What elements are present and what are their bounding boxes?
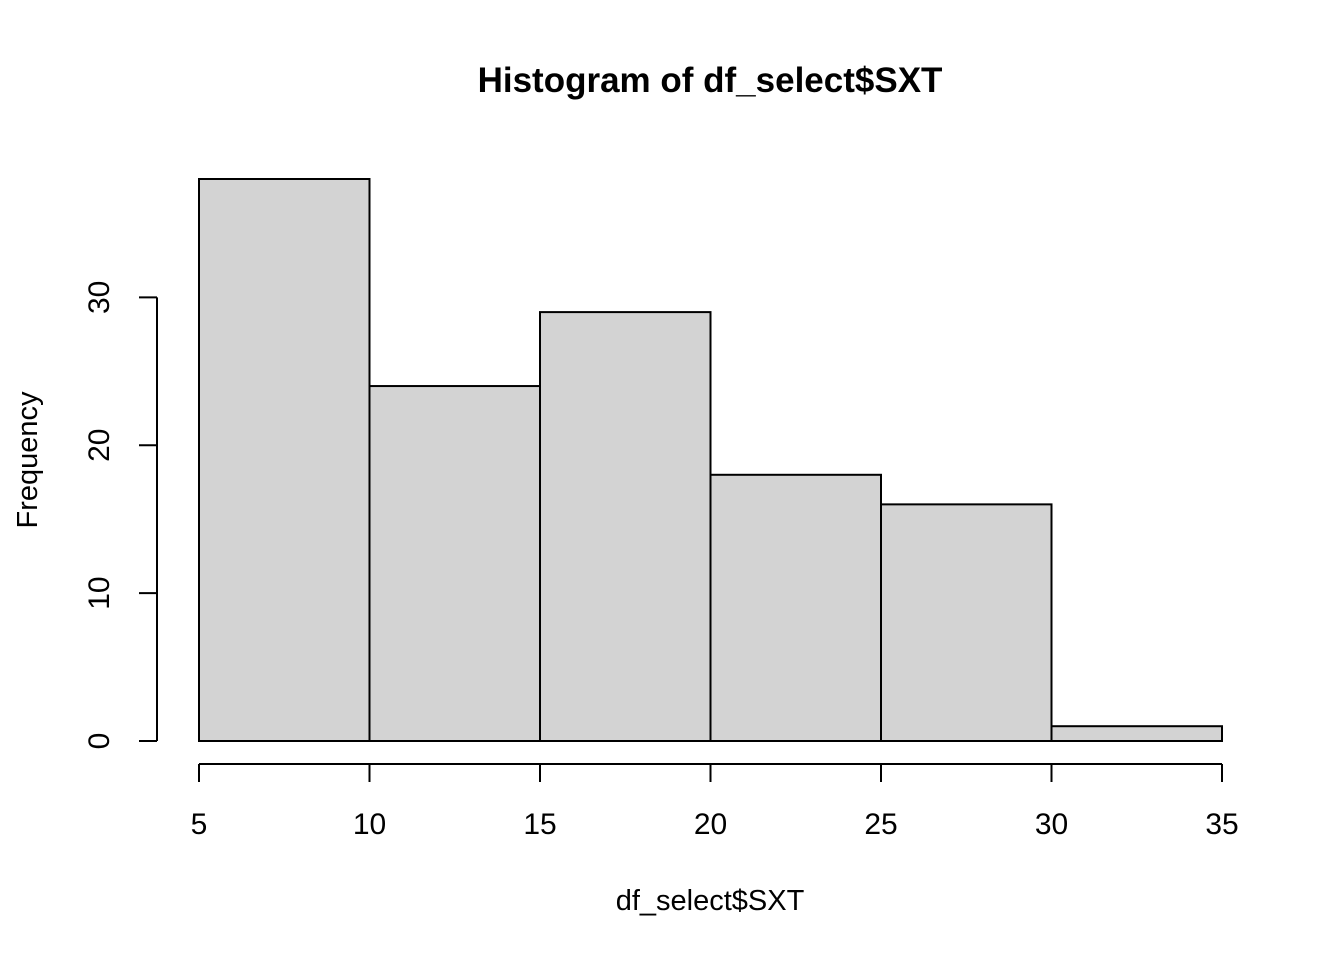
y-tick-label: 0 <box>83 733 116 750</box>
histogram-bar <box>1050 725 1223 742</box>
y-tick-label: 30 <box>83 281 116 314</box>
x-tick-label: 10 <box>353 808 386 841</box>
x-tick-label: 15 <box>523 808 556 841</box>
histogram-bar <box>539 311 712 742</box>
histogram-bar <box>198 178 371 742</box>
y-tick-label: 10 <box>83 576 116 609</box>
chart-title: Histogram of df_select$SXT <box>478 61 943 100</box>
x-tick-label: 5 <box>191 808 208 841</box>
x-tick-label: 30 <box>1035 808 1068 841</box>
x-axis-title: df_select$SXT <box>616 885 805 917</box>
y-axis: 0 10 20 30 <box>83 281 158 750</box>
histogram-bar <box>368 385 541 742</box>
bars-layer <box>198 178 1223 742</box>
histogram-bar <box>880 503 1053 742</box>
histogram-bar <box>709 473 882 742</box>
y-axis-title: Frequency <box>12 391 44 529</box>
y-tick-label: 20 <box>83 429 116 462</box>
x-tick-label: 20 <box>694 808 727 841</box>
x-axis: 5 10 15 20 25 30 35 <box>191 763 1239 841</box>
x-tick-label: 25 <box>864 808 897 841</box>
x-tick-label: 35 <box>1205 808 1238 841</box>
